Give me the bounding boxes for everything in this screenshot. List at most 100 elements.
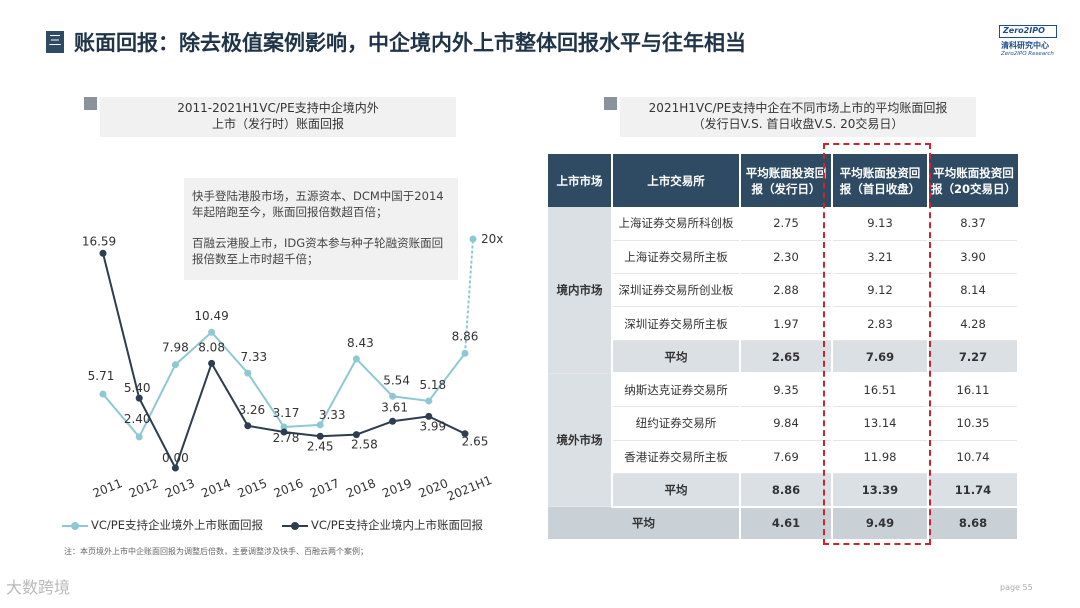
title-marker: 三 <box>46 31 64 53</box>
table-row: 纽约证券交易所 9.84 13.14 10.35 <box>548 406 1019 441</box>
right-caption-box <box>620 97 976 137</box>
value-cell: 9.12 <box>832 273 929 308</box>
average-value: 7.27 <box>928 340 1019 375</box>
domestic-data-point <box>208 359 216 367</box>
domestic-value-label: 8.08 <box>198 340 225 354</box>
legend-domestic-swatch <box>282 521 308 530</box>
exchange-cell: 深圳证券交易所创业板 <box>612 273 741 308</box>
exchange-cell: 上海证券交易所主板 <box>612 240 741 275</box>
logo-en-text: Zero2IPO Research <box>1001 51 1054 57</box>
overseas-value-label: 10.49 <box>194 309 228 323</box>
left-chart-title-line-2: 上市（发行时）账面回报 <box>211 117 344 131</box>
returns-table-wrapper: 上市市场 上市交易所 平均账面投资回报（发行日） 平均账面投资回报（首日收盘） … <box>548 154 1019 541</box>
legend-overseas-label: VC/PE支持企业境外上市账面回报 <box>91 518 263 532</box>
right-table-title: 2021H1VC/PE支持中企在不同市场上市的平均账面回报 （发行日V.S. 首… <box>620 100 976 132</box>
overseas-data-point <box>389 392 397 400</box>
overseas-series-line <box>102 330 466 439</box>
domestic-data-point <box>280 428 288 436</box>
value-cell: 8.14 <box>928 273 1019 308</box>
value-cell: 1.97 <box>740 306 833 341</box>
x-tick-label: 2014 <box>199 476 233 500</box>
x-tick-label: 2021H1 <box>445 473 494 504</box>
value-cell: 13.14 <box>832 406 929 441</box>
overseas-value-label: 2.40 <box>124 412 151 426</box>
domestic-data-point <box>171 464 179 472</box>
overseas-data-point <box>208 328 216 336</box>
domestic-data-point <box>99 249 107 257</box>
overseas-average-row: 平均 8.86 13.39 11.74 <box>548 473 1019 508</box>
annotation-box <box>184 178 458 280</box>
domestic-data-point <box>135 394 143 402</box>
domestic-value-label: 2.58 <box>351 438 378 452</box>
overseas-extension-point <box>469 235 477 243</box>
header-market: 上市市场 <box>548 154 613 207</box>
zero2ipo-logo: Zero2IPO 清科研究中心 Zero2IPO Research <box>999 25 1059 65</box>
overseas-data-point <box>352 355 360 363</box>
x-tick-label: 2011 <box>91 476 125 500</box>
value-cell: 2.83 <box>832 306 929 341</box>
x-tick-label: 2012 <box>127 476 161 500</box>
domestic-data-point <box>316 432 324 440</box>
annotation-bairong: 百融云港股上市，IDG资本参与种子轮融资账面回报倍数至上市时超千倍； <box>192 236 444 266</box>
domestic-data-point <box>244 422 252 430</box>
right-table-title-line-2: （发行日V.S. 首日收盘V.S. 20交易日） <box>692 117 904 131</box>
left-chart-title-line-1: 2011-2021H1VC/PE支持中企境内外 <box>177 101 379 115</box>
domestic-value-label: 3.99 <box>419 419 446 433</box>
header-exchange: 上市交易所 <box>612 154 741 207</box>
overseas-data-point <box>316 421 324 429</box>
x-tick-label: 2016 <box>272 476 306 500</box>
overseas-extension-line <box>464 238 474 354</box>
average-value: 7.69 <box>832 340 929 375</box>
overall-average-value: 9.49 <box>832 506 929 541</box>
logo-cn-text: 清科研究中心 <box>1001 41 1049 50</box>
exchange-cell: 纳斯达克证券交易所 <box>612 373 741 408</box>
overseas-data-point <box>244 369 252 377</box>
domestic-data-point <box>352 431 360 439</box>
overall-average-value: 4.61 <box>740 506 833 541</box>
overseas-value-label: 7.33 <box>240 350 267 364</box>
value-cell: 11.98 <box>832 440 929 474</box>
x-tick-label: 2018 <box>344 476 378 500</box>
market-group-overseas: 境外市场 <box>548 373 613 508</box>
exchange-cell: 深圳证券交易所主板 <box>612 306 741 341</box>
left-caption-box <box>100 97 456 137</box>
header-issue-day: 平均账面投资回报（发行日） <box>740 154 833 207</box>
domestic-value-label: 2.45 <box>307 439 334 453</box>
x-tick-label: 2020 <box>417 476 451 500</box>
footnote: 注：本页境外上市中企账面回报为调整后倍数，主要调整涉及快手、百融云两个案例； <box>64 547 368 556</box>
overseas-data-point <box>171 361 179 369</box>
x-tick-label: 2019 <box>380 476 414 500</box>
overseas-value-label: 3.33 <box>319 408 346 422</box>
annotation-kuaishou: 快手登陆港股市场，五源资本、DCM中国于2014年起陪跑至今，账面回报倍数超百倍… <box>192 189 444 219</box>
exchange-cell: 上海证券交易所科创板 <box>612 207 741 241</box>
table-row: 深圳证券交易所创业板 2.88 9.12 8.14 <box>548 273 1019 308</box>
overseas-data-point <box>280 423 288 431</box>
domestic-value-label: 3.26 <box>238 403 265 417</box>
value-cell: 2.30 <box>740 240 833 275</box>
first-day-highlight-frame <box>823 143 931 545</box>
value-cell: 9.84 <box>740 406 833 441</box>
domestic-value-label: 0.00 <box>162 451 189 465</box>
value-cell: 9.13 <box>832 207 929 241</box>
exchange-cell: 纽约证券交易所 <box>612 406 741 441</box>
domestic-average-row: 平均 2.65 7.69 7.27 <box>548 340 1019 375</box>
average-value: 2.65 <box>740 340 833 375</box>
returns-table: 上市市场 上市交易所 平均账面投资回报（发行日） 平均账面投资回报（首日收盘） … <box>548 154 1019 541</box>
table-row: 境外市场 纳斯达克证券交易所 9.35 16.51 16.11 <box>548 373 1019 508</box>
value-cell: 2.75 <box>740 207 833 241</box>
domestic-data-point <box>389 417 397 425</box>
overall-average-value: 8.68 <box>928 506 1019 541</box>
legend-domestic: VC/PE支持企业境内上市账面回报 <box>282 517 483 533</box>
exchange-cell: 香港证券交易所主板 <box>612 440 741 474</box>
overseas-value-label: 8.43 <box>347 336 374 350</box>
overseas-data-point <box>425 397 433 405</box>
value-cell: 9.35 <box>740 373 833 408</box>
domestic-value-label: 2.78 <box>273 431 300 445</box>
value-cell: 3.21 <box>832 240 929 275</box>
value-cell: 10.35 <box>928 406 1019 441</box>
overseas-data-point <box>135 433 143 441</box>
value-cell: 4.28 <box>928 306 1019 341</box>
average-value: 13.39 <box>832 473 929 508</box>
average-label: 平均 <box>612 340 741 375</box>
overseas-value-label: 7.98 <box>162 341 189 355</box>
